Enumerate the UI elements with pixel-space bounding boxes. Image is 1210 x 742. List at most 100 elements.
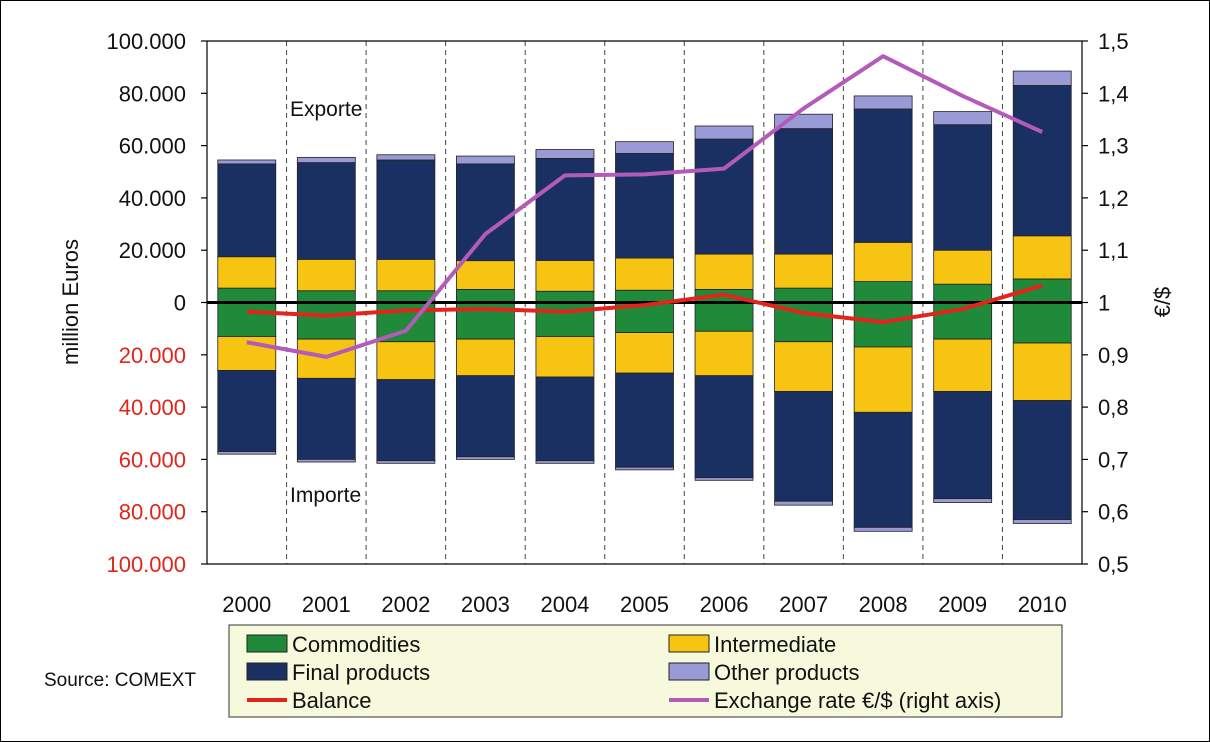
y-tick-label: 40.000: [119, 186, 186, 211]
bar-export-final-products-2003: [456, 163, 515, 262]
bar-export-intermediate-2010: [1012, 235, 1072, 280]
bar-import-intermediate-2006: [694, 330, 754, 377]
y2-tick-label: 1,2: [1098, 186, 1129, 211]
balance-line: [246, 283, 1043, 325]
y2-tick-label: 1: [1098, 291, 1110, 316]
bar-import-intermediate-2002: [376, 341, 436, 381]
bar-export-commodities-2008: [853, 281, 913, 303]
bar-import-final-products-2010: [1012, 400, 1072, 520]
bar-import-intermediate-2007: [774, 341, 833, 392]
series-lines: [246, 54, 1044, 359]
legend-swatch-final-products: [246, 662, 288, 681]
bar-export-other-products-2006: [694, 125, 754, 140]
y-tick-label: 40.000: [119, 395, 186, 420]
y-tick-label: 100.000: [106, 552, 186, 577]
bar-export-final-products-2010: [1012, 85, 1072, 237]
bar-import-intermediate-2004: [535, 336, 595, 378]
bar-import-final-products-2001: [296, 377, 356, 460]
bar-import-final-products-2000: [217, 370, 277, 452]
legend-label-commodities: Commodities: [292, 632, 420, 657]
bar-export-intermediate-2007: [774, 253, 833, 289]
exchange-rate-line: [246, 54, 1044, 359]
y-tick-label: 20.000: [119, 343, 186, 368]
bar-export-commodities-2000: [217, 287, 277, 303]
bar-import-commodities-2000: [217, 302, 277, 337]
bar-export-final-products-2007: [774, 128, 833, 255]
legend-label-intermediate: Intermediate: [714, 632, 836, 657]
y2-tick-label: 1,5: [1098, 29, 1129, 54]
x-tick-label: 2007: [779, 592, 828, 617]
exports-annotation: Exporte: [290, 98, 362, 121]
bar-import-commodities-2008: [853, 302, 913, 348]
bar-export-final-products-2002: [376, 159, 436, 260]
bar-export-final-products-2009: [933, 124, 993, 251]
x-tick-label: 2004: [540, 592, 589, 617]
y2-tick-label: 0,7: [1098, 447, 1129, 472]
y-tick-label: 80.000: [119, 500, 186, 525]
bar-import-other-products-2006: [694, 477, 754, 481]
bar-import-intermediate-2005: [615, 332, 674, 374]
bar-export-other-products-2003: [456, 155, 515, 165]
bar-export-final-products-2008: [853, 108, 913, 243]
bar-import-commodities-2010: [1012, 302, 1072, 344]
legend-swatch-commodities: [246, 634, 288, 653]
bar-import-other-products-2004: [535, 460, 595, 464]
y-axis-ticks: 100.000 80.000 60.000 40.000 20.000 0 20.000 40…: [106, 29, 207, 577]
bar-import-final-products-2007: [774, 391, 833, 502]
bar-import-commodities-2006: [694, 302, 754, 332]
x-tick-label: 2003: [461, 592, 510, 617]
bar-import-other-products-2009: [933, 498, 993, 503]
x-tick-label: 2010: [1018, 592, 1067, 617]
bar-import-other-products-2003: [456, 456, 515, 460]
bar-export-intermediate-2005: [615, 257, 674, 291]
bar-import-commodities-2001: [296, 302, 356, 340]
y-tick-label: 0: [174, 291, 186, 316]
x-tick-label: 2002: [381, 592, 430, 617]
bars: [217, 70, 1072, 532]
y2-tick-label: 1,1: [1098, 238, 1129, 263]
legend-box: [228, 624, 1063, 718]
y2-tick-label: 0,9: [1098, 343, 1129, 368]
y2-axis-title: €/$: [1150, 287, 1175, 318]
bar-import-other-products-2002: [376, 460, 436, 464]
y-tick-label: 60.000: [119, 447, 186, 472]
bar-import-intermediate-2008: [853, 346, 913, 413]
bar-import-other-products-2007: [774, 500, 833, 506]
bar-import-intermediate-2000: [217, 336, 277, 371]
bar-export-intermediate-2000: [217, 256, 277, 289]
bar-import-final-products-2002: [376, 379, 436, 462]
y-tick-label: 20.000: [119, 238, 186, 263]
bar-import-final-products-2009: [933, 391, 993, 500]
y-axis-title: million Euros: [58, 239, 83, 365]
bar-import-intermediate-2009: [933, 338, 993, 392]
legend-label-other-products: Other products: [714, 660, 860, 685]
source-note: Source: COMEXT: [44, 670, 196, 691]
bar-import-commodities-2004: [535, 302, 595, 337]
bar-import-other-products-2001: [296, 458, 356, 463]
bar-import-final-products-2005: [615, 372, 674, 468]
y-tick-label: 80.000: [119, 81, 186, 106]
bar-export-other-products-2009: [933, 111, 993, 126]
bar-export-commodities-2007: [774, 287, 833, 303]
bar-export-commodities-2001: [296, 290, 356, 303]
y2-tick-label: 0,6: [1098, 500, 1129, 525]
bar-export-other-products-2004: [535, 149, 595, 159]
bar-import-final-products-2004: [535, 376, 595, 462]
bar-import-other-products-2005: [615, 466, 674, 471]
bar-import-other-products-2000: [217, 451, 277, 455]
bar-import-other-products-2010: [1012, 519, 1072, 524]
bar-export-final-products-2000: [217, 163, 277, 258]
bar-export-intermediate-2002: [376, 258, 436, 292]
bar-import-other-products-2008: [853, 526, 913, 532]
x-axis-ticks: 2000 2001 2002 2003 2004 2005 2006 2007 2008 2009…: [222, 592, 1066, 617]
x-tick-label: 2006: [700, 592, 749, 617]
bar-export-other-products-2010: [1012, 70, 1072, 86]
bar-import-intermediate-2010: [1012, 342, 1072, 401]
imports-annotation: Importe: [290, 484, 361, 507]
y2-tick-label: 1,3: [1098, 134, 1129, 159]
bar-import-final-products-2006: [694, 375, 754, 479]
x-tick-label: 2008: [859, 592, 908, 617]
legend-swatch-other-products: [668, 662, 710, 681]
legend-label-final-products: Final products: [292, 660, 430, 685]
legend-label-balance: Balance: [292, 688, 372, 713]
